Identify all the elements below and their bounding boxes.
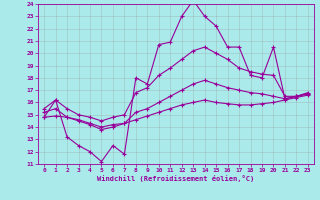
X-axis label: Windchill (Refroidissement éolien,°C): Windchill (Refroidissement éolien,°C) xyxy=(97,175,255,182)
